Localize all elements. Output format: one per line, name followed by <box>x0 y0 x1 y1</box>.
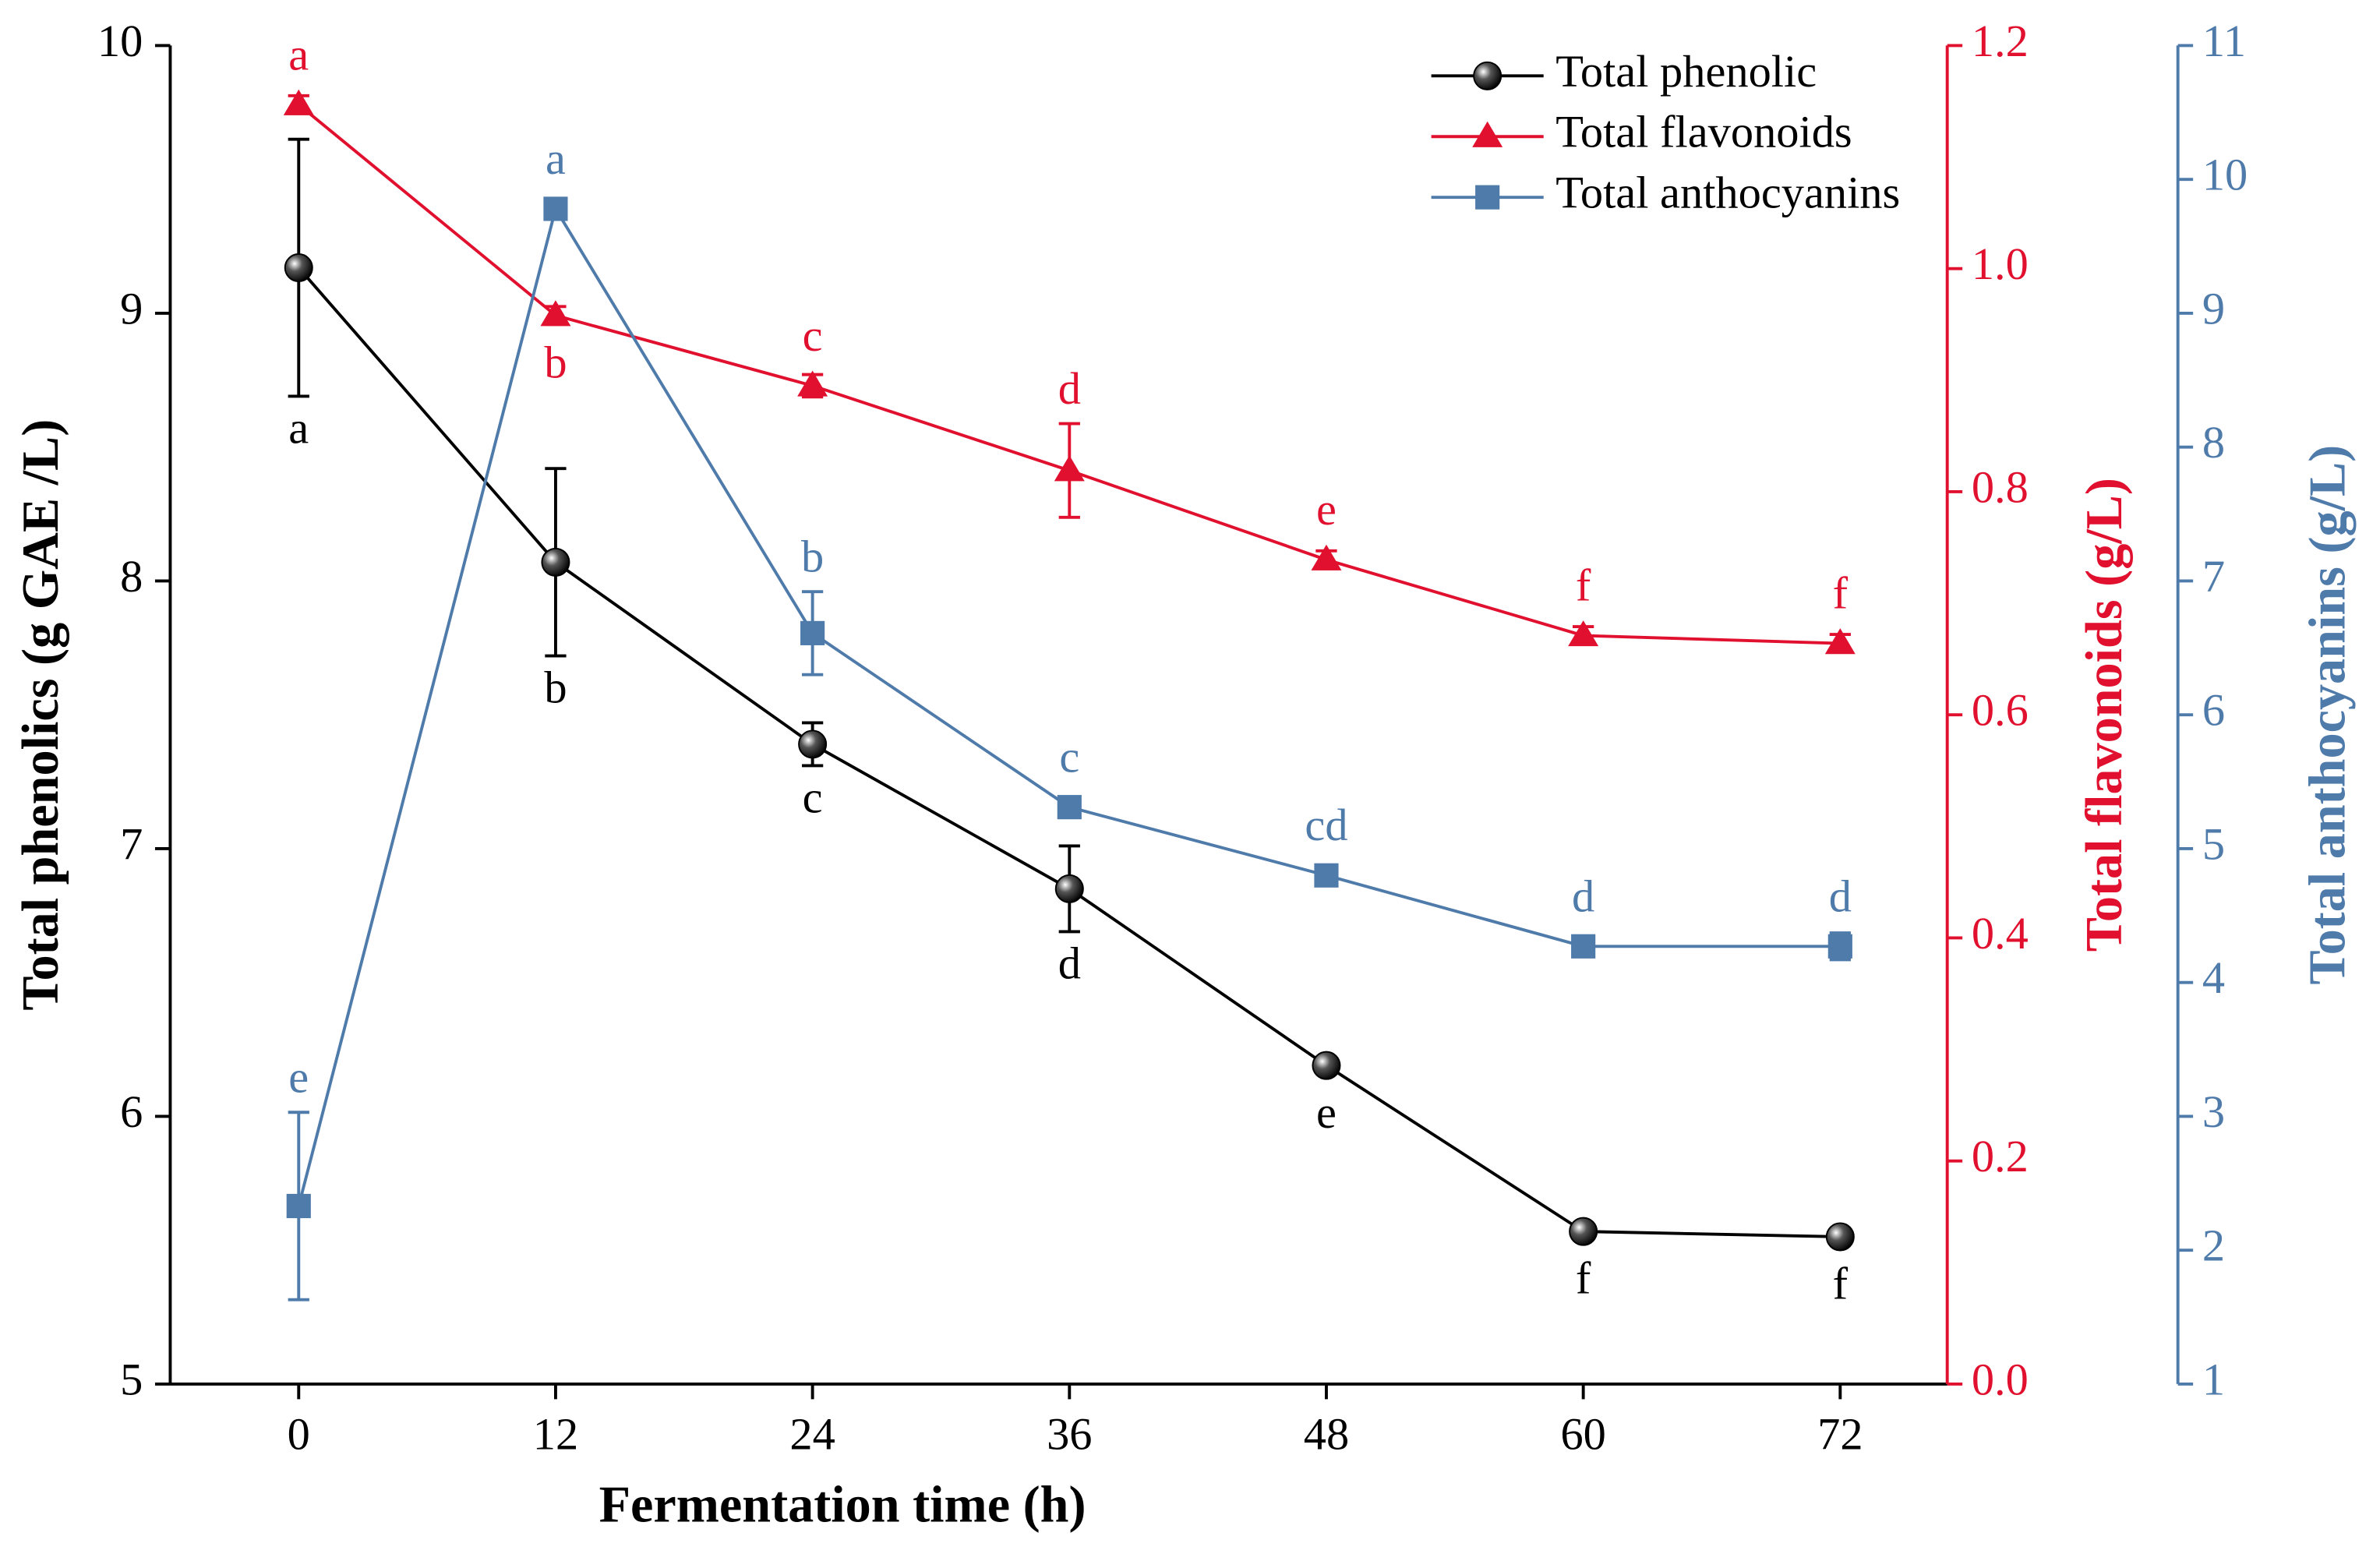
y2-tick-label: 1.2 <box>1972 16 2029 66</box>
significance-letter: e <box>1316 484 1337 535</box>
x-tick-label: 60 <box>1560 1408 1605 1459</box>
significance-letter: d <box>1058 938 1081 989</box>
y3-tick-label: 5 <box>2202 818 2225 869</box>
significance-letter: f <box>1576 1253 1591 1304</box>
y2-tick-label: 0.2 <box>1972 1131 2029 1181</box>
significance-letter: e <box>1316 1087 1337 1138</box>
legend-label: Total anthocyanins <box>1555 168 1900 218</box>
y-tick-label: 9 <box>120 283 143 334</box>
y2-tick-label: 1.0 <box>1972 238 2029 289</box>
y3-tick-label: 4 <box>2202 952 2225 1003</box>
data-point <box>1571 934 1596 959</box>
significance-letter: d <box>1829 871 1852 921</box>
series-line <box>297 204 1841 1206</box>
y2-tick-label: 0.4 <box>1972 908 2029 959</box>
data-point <box>543 196 568 221</box>
y2-tick-label: 0.6 <box>1972 685 2029 736</box>
significance-letter: a <box>288 29 309 79</box>
significance-letter: c <box>1059 732 1079 782</box>
y-tick-label: 5 <box>120 1354 143 1404</box>
significance-letter: f <box>1576 560 1591 611</box>
data-point <box>1827 934 1852 959</box>
significance-letter: f <box>1833 568 1849 619</box>
y3-tick-label: 7 <box>2202 551 2225 602</box>
significance-letter: a <box>546 133 566 184</box>
y3-tick-label: 6 <box>2202 685 2225 736</box>
y2-tick-label: 0.0 <box>1972 1354 2029 1404</box>
significance-letter: b <box>801 532 824 582</box>
significance-letter: a <box>288 403 309 454</box>
y2-tick-label: 0.8 <box>1972 461 2029 512</box>
legend-label: Total flavonoids <box>1555 107 1852 157</box>
y-tick-label: 8 <box>120 551 143 602</box>
y-tick-label: 6 <box>120 1086 143 1137</box>
significance-letter: b <box>544 337 567 387</box>
y-tick-label: 10 <box>97 16 143 66</box>
data-point <box>798 729 828 759</box>
y3-axis-title: Total anthocyanins (g/L) <box>2299 445 2356 985</box>
significance-letter: c <box>803 310 823 361</box>
y3-tick-label: 11 <box>2202 16 2246 66</box>
data-point <box>1054 455 1085 482</box>
data-point <box>800 620 825 645</box>
y3-tick-label: 2 <box>2202 1220 2225 1271</box>
data-point <box>1569 1217 1598 1246</box>
data-point <box>1312 1051 1341 1080</box>
y3-tick-label: 8 <box>2202 417 2225 468</box>
data-point <box>540 300 571 327</box>
significance-letter: e <box>288 1052 309 1103</box>
x-axis-title: Fermentation time (h) <box>599 1477 1086 1534</box>
x-tick-label: 24 <box>789 1408 835 1459</box>
data-point <box>1057 795 1082 820</box>
significance-letter: c <box>803 772 823 823</box>
x-tick-label: 0 <box>288 1408 310 1459</box>
y3-tick-label: 10 <box>2202 150 2248 200</box>
y3-tick-label: 3 <box>2202 1086 2225 1137</box>
data-point <box>1825 1222 1855 1252</box>
legend-marker <box>1475 185 1500 210</box>
data-point <box>541 547 570 577</box>
data-point <box>797 370 828 397</box>
x-tick-label: 12 <box>533 1408 578 1459</box>
significance-letter: d <box>1058 363 1081 414</box>
data-point <box>1824 628 1856 655</box>
data-point <box>1568 620 1599 647</box>
significance-letter: cd <box>1305 800 1347 850</box>
data-point <box>286 1193 311 1219</box>
data-point <box>284 253 313 283</box>
y2-axis-title: Total flavonoids (g/L) <box>2076 478 2133 952</box>
x-tick-label: 36 <box>1047 1408 1092 1459</box>
significance-letter: f <box>1833 1259 1849 1309</box>
data-point <box>1054 874 1084 903</box>
significance-letter: b <box>544 662 567 713</box>
legend-marker <box>1472 121 1503 147</box>
x-tick-label: 72 <box>1817 1408 1863 1459</box>
legend-marker <box>1473 61 1503 90</box>
significance-letter: d <box>1572 871 1594 921</box>
y-axis-title: Total phenolics (g GAE /L) <box>12 419 69 1011</box>
y3-tick-label: 1 <box>2202 1354 2225 1404</box>
data-point <box>1314 863 1339 888</box>
legend-label: Total phenolic <box>1555 46 1817 97</box>
data-point <box>1311 544 1342 570</box>
data-point <box>283 89 314 115</box>
x-tick-label: 48 <box>1304 1408 1349 1459</box>
y3-tick-label: 9 <box>2202 283 2225 334</box>
y-tick-label: 7 <box>120 818 143 869</box>
